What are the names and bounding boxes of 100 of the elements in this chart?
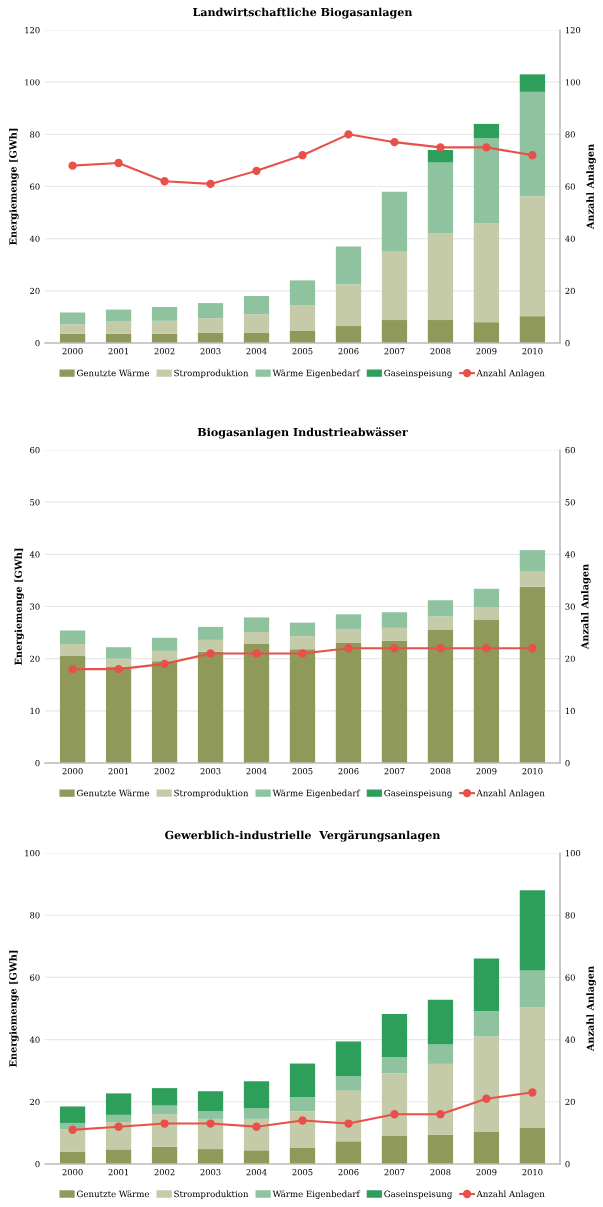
bar (335, 1090, 362, 1142)
y-axis-title: Energiemenge [GWh] (9, 128, 19, 245)
x-tick-label: 2010 (522, 348, 543, 355)
bar (381, 250, 408, 321)
bar (243, 1081, 270, 1109)
bar (289, 1097, 316, 1112)
bar (427, 600, 454, 617)
bar (427, 233, 454, 321)
point (160, 177, 169, 186)
y2-tick-label: 0 (565, 759, 570, 767)
x-tick-label: 2010 (522, 1169, 543, 1176)
y-tick-label: 60 (30, 974, 40, 981)
y-tick-label: 60 (30, 183, 40, 190)
bar (335, 643, 362, 763)
x-tick-label: 2002 (154, 348, 175, 355)
bar (381, 612, 408, 628)
x-tick-label: 2004 (246, 348, 267, 355)
bar (519, 586, 546, 763)
point (390, 137, 399, 147)
bar (335, 614, 362, 629)
bar (381, 1136, 408, 1164)
x-tick-label: 2004 (246, 1169, 267, 1176)
bar (381, 191, 408, 251)
legend-label: Stromproduktion (174, 369, 249, 378)
y2-axis-title: Anzahl Anlagen (586, 144, 596, 230)
bar (59, 1129, 86, 1152)
point (390, 644, 399, 653)
y-tick-label: 20 (30, 655, 40, 662)
legend-label: Gaseinspeisung (384, 1190, 453, 1199)
bar (427, 616, 454, 630)
x-tick-label: 2010 (522, 768, 543, 775)
bar (243, 632, 270, 645)
x-tick-label: 2001 (108, 768, 128, 775)
bar (473, 958, 500, 1012)
bar (105, 309, 132, 322)
bar (289, 1063, 316, 1098)
bar (289, 622, 316, 637)
y-tick-label: 100 (25, 849, 40, 857)
bar (473, 607, 500, 621)
y-tick-label: 0 (35, 339, 40, 347)
bar (381, 627, 408, 641)
legend-label: Wärme Eigenbedarf (272, 789, 361, 799)
bar (197, 1111, 224, 1119)
x-tick-label: 2002 (154, 1169, 175, 1176)
y-axis-title: Energiemenge [GWh] (14, 548, 24, 665)
bar (381, 1014, 408, 1058)
legend-label: Gaseinspeisung (384, 369, 453, 379)
y2-tick-label: 20 (565, 655, 575, 662)
point (114, 1122, 123, 1131)
bar (519, 316, 546, 343)
bar (243, 314, 270, 333)
bar (381, 640, 408, 763)
y2-tick-label: 10 (565, 707, 575, 715)
bar (335, 1141, 362, 1164)
x-tick-label: 2007 (384, 1169, 405, 1176)
bar (105, 647, 132, 659)
bar (289, 330, 316, 343)
point (114, 664, 123, 674)
x-tick-label: 2000 (62, 768, 83, 775)
bar (59, 630, 86, 645)
legend-label: Genutzte Wärme (77, 789, 150, 797)
point (68, 664, 77, 674)
bar (59, 656, 86, 763)
y-tick-label: 40 (29, 551, 40, 558)
bar (519, 1007, 546, 1128)
point (160, 659, 169, 669)
x-tick-label: 2009 (476, 768, 497, 775)
bar (427, 149, 454, 163)
bar (427, 629, 454, 763)
point (436, 1110, 445, 1119)
y-tick-label: 60 (30, 446, 40, 454)
y-tick-label: 80 (30, 912, 40, 919)
x-tick-label: 2005 (292, 768, 313, 775)
bar (335, 628, 362, 644)
point (252, 166, 261, 176)
bar (427, 1134, 454, 1164)
x-tick-label: 2006 (338, 1169, 359, 1176)
y-tick-label: 80 (30, 131, 40, 138)
x-tick-label: 2003 (200, 348, 221, 355)
point (344, 1119, 353, 1128)
bar (243, 644, 270, 763)
x-tick-label: 2006 (338, 768, 359, 775)
bar (197, 1091, 224, 1112)
point (206, 1119, 215, 1128)
y-tick-label: 40 (29, 235, 40, 242)
y-tick-label: 30 (30, 603, 40, 610)
y2-tick-label: 60 (565, 974, 575, 981)
y-tick-label: 100 (25, 79, 40, 86)
legend-label: Anzahl Anlagen (476, 789, 545, 799)
bar (519, 196, 546, 317)
x-tick-label: 2005 (292, 348, 313, 355)
point (344, 644, 353, 653)
y2-tick-label: 40 (565, 235, 575, 242)
bar (427, 1063, 454, 1135)
point (68, 1125, 77, 1134)
bar (519, 1127, 546, 1164)
y-tick-label: 0 (35, 1160, 40, 1168)
bar (105, 1093, 132, 1115)
bar (289, 1111, 316, 1148)
bar (381, 320, 408, 343)
